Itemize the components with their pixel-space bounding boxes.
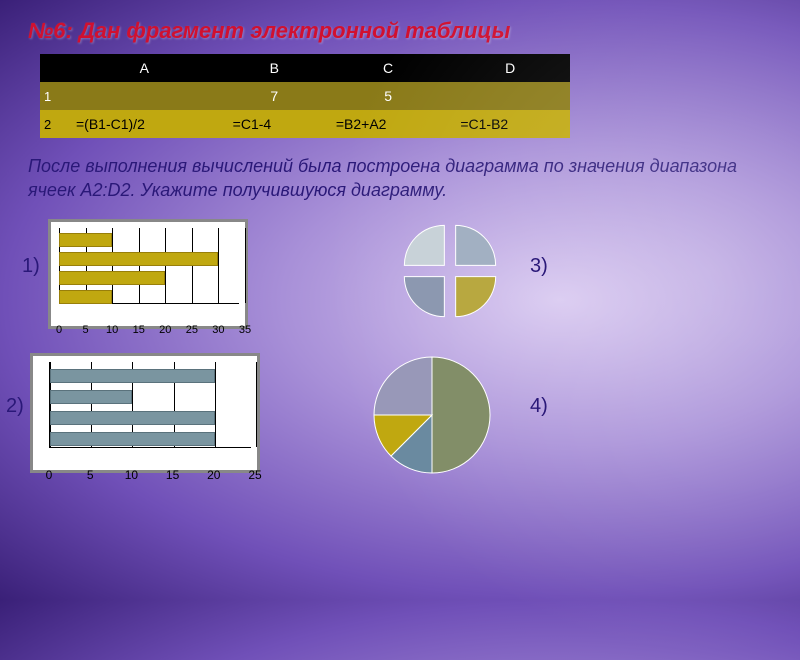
cell-A2: =(B1-C1)/2 — [66, 110, 223, 138]
spreadsheet-fragment: A B C D 1 7 5 2 =(B1-C1)/2 =C1-4 =B2+A2 … — [40, 54, 570, 138]
header-blank — [40, 54, 66, 82]
chart-4 — [360, 343, 510, 483]
header-A: A — [66, 54, 223, 82]
chart-3 — [390, 213, 510, 328]
chart-1: 05101520253035 — [48, 219, 248, 329]
answer-label-2: 2) — [6, 395, 24, 418]
answer-label-4: 4) — [530, 395, 548, 418]
question-text: После выполнения вычислений была построе… — [0, 138, 800, 213]
cell-B1: 7 — [223, 82, 326, 110]
header-D: D — [450, 54, 570, 82]
cell-A1 — [66, 82, 223, 110]
header-C: C — [326, 54, 450, 82]
answer-charts-area: 1) 05101520253035 2) 0510152025 3) 4) — [0, 213, 800, 533]
cell-D1 — [450, 82, 570, 110]
row2-num: 2 — [40, 110, 66, 138]
cell-B2: =C1-4 — [223, 110, 326, 138]
chart-2: 0510152025 — [30, 353, 260, 473]
answer-label-3: 3) — [530, 255, 548, 278]
slide-title: №6: Дан фрагмент электронной таблицы — [0, 0, 800, 54]
cell-C1: 5 — [326, 82, 450, 110]
row1-num: 1 — [40, 82, 66, 110]
header-B: B — [223, 54, 326, 82]
answer-label-1: 1) — [22, 255, 40, 278]
cell-D2: =C1-B2 — [450, 110, 570, 138]
cell-C2: =B2+A2 — [326, 110, 450, 138]
